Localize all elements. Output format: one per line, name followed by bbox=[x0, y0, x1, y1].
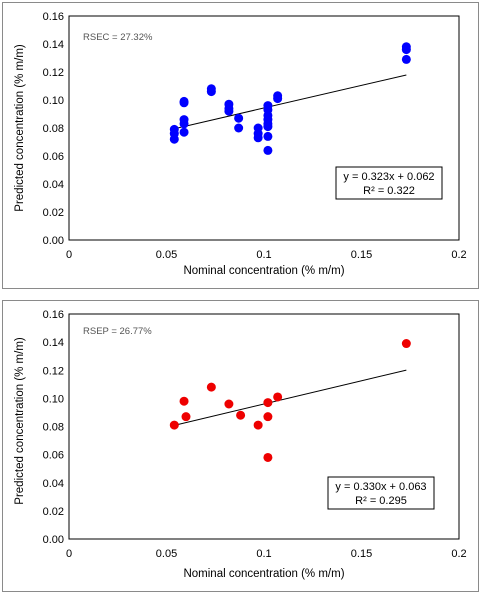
calibration-chart: 0.000.020.040.060.080.100.120.140.16 0 0.… bbox=[14, 11, 467, 277]
data-point bbox=[263, 145, 273, 155]
y-tick-labels: 0.00 0.02 0.04 0.06 0.08 0.10 0.12 0.14 0.16 bbox=[43, 309, 64, 546]
data-point bbox=[273, 94, 283, 104]
data-point bbox=[206, 382, 216, 392]
y-tick-label: 0.14 bbox=[43, 337, 64, 349]
y-tick-label: 0.06 bbox=[43, 450, 64, 462]
y-tick-label: 0.04 bbox=[43, 478, 64, 490]
x-tick-labels: 0 0.05 0.1 0.15 0.2 bbox=[66, 548, 467, 560]
y-tick-label: 0.02 bbox=[43, 207, 64, 219]
y-tick-label: 0.00 bbox=[43, 235, 64, 247]
x-tick-label: 0.1 bbox=[256, 548, 271, 560]
rsec-label: RSEC = 27.32% bbox=[83, 32, 153, 43]
data-points bbox=[169, 42, 411, 155]
x-tick-label: 0.1 bbox=[256, 249, 271, 261]
data-points bbox=[169, 339, 411, 462]
plot-area-frame bbox=[68, 313, 460, 540]
data-point bbox=[401, 339, 411, 349]
y-tick-label: 0.16 bbox=[43, 309, 64, 321]
y-axis-title: Predicted concentration (% m/m) bbox=[14, 337, 26, 505]
x-tick-label: 0 bbox=[66, 249, 72, 261]
x-axis-title: Nominal concentration (% m/m) bbox=[183, 568, 344, 580]
x-tick-label: 0.05 bbox=[156, 548, 177, 560]
data-point bbox=[401, 54, 411, 64]
x-axis-title: Nominal concentration (% m/m) bbox=[183, 265, 344, 277]
y-tick-label: 0.12 bbox=[43, 67, 64, 79]
data-point bbox=[273, 392, 283, 402]
data-point bbox=[169, 134, 179, 144]
regression-equation: y = 0.330x + 0.063 bbox=[335, 481, 426, 493]
x-tick-label: 0.2 bbox=[451, 249, 466, 261]
rsep-label: RSEP = 26.77% bbox=[83, 326, 152, 337]
y-tick-label: 0.08 bbox=[43, 123, 64, 135]
data-point bbox=[263, 131, 273, 141]
data-point bbox=[224, 106, 234, 116]
validation-chart: 0.000.020.040.060.080.100.120.140.16 0 0.… bbox=[14, 309, 467, 580]
x-tick-label: 0.15 bbox=[351, 249, 372, 261]
data-point bbox=[401, 45, 411, 55]
calibration-chart-panel: 0.00 0.02 0.04 0.06 0.08 0.10 0.12 0.14 0.16 0 0.… bbox=[2, 2, 479, 289]
data-point bbox=[253, 420, 263, 430]
r-squared-label: R² = 0.295 bbox=[355, 495, 407, 507]
data-point bbox=[234, 123, 244, 133]
y-tick-label: 0.06 bbox=[43, 151, 64, 163]
y-tick-labels: 0.00 0.02 0.04 0.06 0.08 0.10 0.12 0.14 0.16 bbox=[43, 11, 64, 247]
y-tick-label: 0.08 bbox=[43, 422, 64, 434]
data-point bbox=[234, 113, 244, 123]
trendline bbox=[174, 74, 407, 130]
data-point bbox=[263, 452, 273, 462]
x-tick-label: 0.15 bbox=[351, 548, 372, 560]
data-point bbox=[181, 412, 191, 422]
y-tick-label: 0.16 bbox=[43, 11, 64, 23]
data-point bbox=[263, 412, 273, 422]
x-tick-label: 0.2 bbox=[451, 548, 466, 560]
y-tick-label: 0.02 bbox=[43, 506, 64, 518]
validation-chart-panel: 0.00 0.02 0.04 0.06 0.08 0.10 0.12 0.14 0.16 0 0.… bbox=[2, 300, 479, 592]
y-tick-label: 0.04 bbox=[43, 179, 64, 191]
trendline bbox=[174, 369, 407, 426]
data-point bbox=[206, 87, 216, 97]
data-point bbox=[263, 398, 273, 408]
regression-equation: y = 0.323x + 0.062 bbox=[343, 171, 434, 183]
data-point bbox=[253, 133, 263, 143]
plot-area-frame bbox=[68, 15, 460, 241]
x-tick-label: 0 bbox=[66, 548, 72, 560]
data-point bbox=[263, 122, 273, 132]
y-tick-label: 0.14 bbox=[43, 39, 64, 51]
data-point bbox=[179, 98, 189, 108]
data-point bbox=[236, 410, 246, 420]
y-tick-label: 0.10 bbox=[43, 393, 64, 405]
data-point bbox=[179, 127, 189, 137]
x-tick-label: 0.05 bbox=[156, 249, 177, 261]
data-point bbox=[179, 396, 189, 406]
x-tick-labels: 0 0.05 0.1 0.15 0.2 bbox=[66, 249, 467, 261]
data-point bbox=[179, 119, 189, 129]
r-squared-label: R² = 0.322 bbox=[363, 185, 415, 197]
y-tick-label: 0.10 bbox=[43, 95, 64, 107]
data-point bbox=[224, 399, 234, 409]
y-tick-label: 0.00 bbox=[43, 534, 64, 546]
equation-box bbox=[335, 166, 443, 200]
y-tick-label: 0.12 bbox=[43, 365, 64, 377]
y-axis-title: Predicted concentration (% m/m) bbox=[14, 44, 26, 212]
data-point bbox=[169, 420, 179, 430]
equation-box bbox=[327, 476, 435, 510]
